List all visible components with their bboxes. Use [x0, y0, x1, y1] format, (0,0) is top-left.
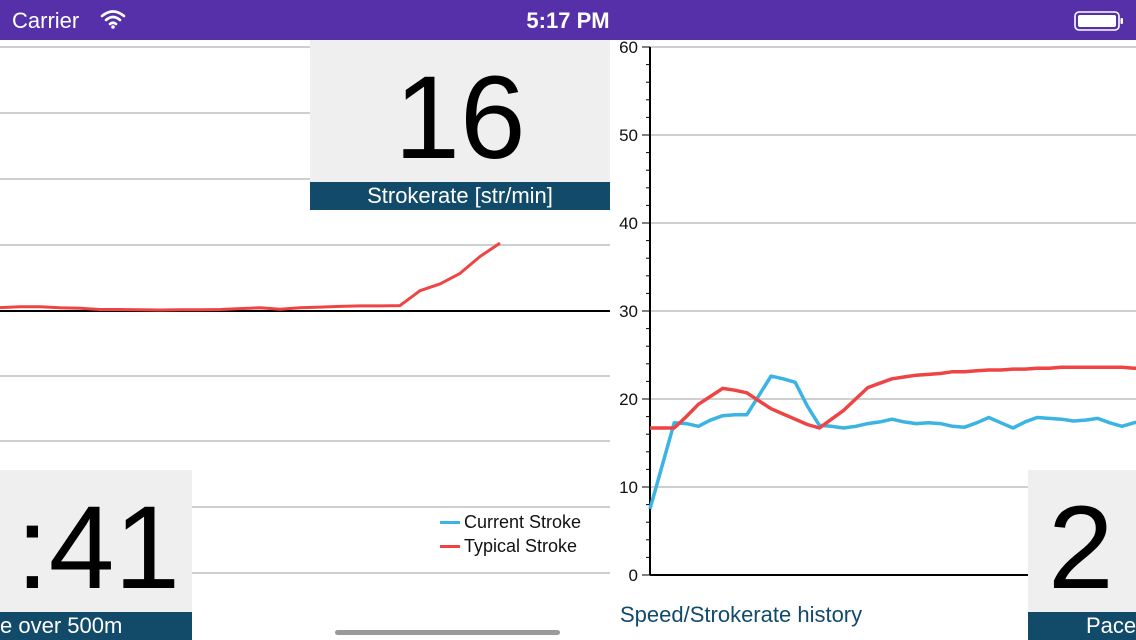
- history-pace-value: 2: [1048, 482, 1114, 614]
- strokerate-tile: 16 Strokerate [str/min]: [310, 40, 610, 210]
- strokerate-value: 16: [394, 52, 526, 184]
- status-bar: Carrier 5:17 PM: [0, 0, 1136, 40]
- legend-item-typical: Typical Stroke: [440, 534, 581, 558]
- y-tick-label: 20: [619, 390, 638, 409]
- history-pace-tile: 2 Pace: [1028, 470, 1136, 640]
- pace-tile: :41 e over 500m: [0, 470, 192, 640]
- pace-value: :41: [15, 482, 180, 614]
- pace-label: e over 500m: [0, 612, 192, 640]
- y-tick-label: 10: [619, 478, 638, 497]
- carrier-label: Carrier: [12, 8, 80, 33]
- status-time: 5:17 PM: [526, 8, 610, 33]
- y-tick-label: 30: [619, 302, 638, 321]
- strokerate-label: Strokerate [str/min]: [310, 182, 610, 210]
- legend-label-typical: Typical Stroke: [464, 535, 578, 556]
- legend-item-current: Current Stroke: [440, 510, 581, 534]
- y-tick-label: 60: [619, 40, 638, 57]
- legend-swatch-current: [440, 520, 460, 524]
- series-line-typical-stroke: [0, 241, 501, 312]
- history-chart: 0 10 20 30 40 50 60: [619, 40, 1136, 585]
- stroke-legend: Current Stroke Typical Stroke: [440, 510, 581, 558]
- history-title: Speed/Strokerate history: [620, 602, 863, 627]
- history-pace-label: Pace: [1028, 612, 1136, 640]
- stroke-panel: 16 Strokerate [str/min] :41 e over 500m …: [0, 40, 610, 640]
- legend-swatch-typical: [440, 544, 460, 548]
- speed-history-line: [648, 374, 1136, 510]
- battery-icon: [1074, 11, 1124, 36]
- stroke-curve-chart: [0, 46, 610, 574]
- strokerate-history-line: [650, 365, 1136, 430]
- legend-label-current: Current Stroke: [464, 511, 582, 532]
- home-indicator[interactable]: [335, 630, 560, 635]
- wifi-icon: [100, 9, 126, 34]
- y-tick-label: 50: [619, 126, 638, 145]
- y-tick-label: 0: [629, 566, 638, 585]
- history-panel: 0 10 20 30 40 50 60 Speed/Strokerate history 2…: [610, 40, 1136, 640]
- y-tick-label: 40: [619, 214, 638, 233]
